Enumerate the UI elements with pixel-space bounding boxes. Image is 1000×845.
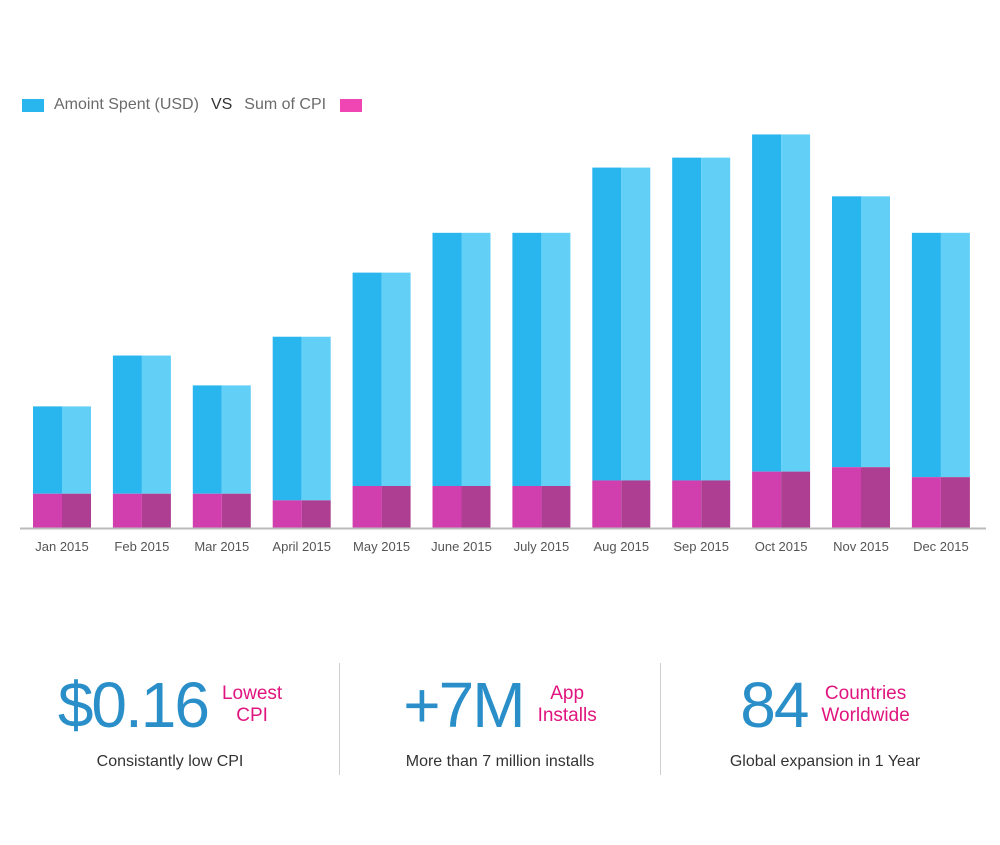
bar-cpi — [541, 485, 571, 528]
bar-amount — [381, 272, 411, 486]
stat-label-line1: Countries — [824, 683, 907, 704]
stat-label-line1: App — [550, 683, 585, 704]
bar-cpi — [832, 467, 861, 528]
stat-label-line2: CPI — [236, 705, 268, 726]
bar-amount — [621, 167, 651, 481]
bar-amount — [861, 196, 890, 468]
stat-description: Consistantly low CPI — [96, 753, 244, 770]
stat-number: +7M — [403, 669, 525, 741]
bar-cpi — [911, 477, 941, 528]
bar-cpi — [781, 471, 811, 528]
bar-amount — [192, 385, 222, 494]
stat-label-line2: Worldwide — [821, 705, 910, 726]
x-tick-label: Dec 2015 — [913, 539, 969, 554]
bar-amount — [752, 134, 782, 472]
x-tick-label: Aug 2015 — [593, 539, 649, 554]
x-tick-label: May 2015 — [353, 539, 410, 554]
bar-amount — [512, 232, 542, 486]
bar-cpi — [512, 485, 542, 528]
bar-cpi — [272, 500, 302, 528]
x-tick-label: Jan 2015 — [35, 539, 89, 554]
bar-cpi — [940, 477, 970, 528]
legend-swatch-cpi — [340, 98, 363, 112]
x-tick-label: Sep 2015 — [673, 539, 729, 554]
bar-amount — [141, 355, 171, 494]
bar-amount — [432, 232, 462, 486]
stat-cpi: $0.16 Lowest CPI Consistantly low CPI — [0, 655, 340, 780]
bar-cpi — [861, 467, 890, 528]
x-tick-label: Nov 2015 — [833, 539, 889, 554]
bar-cpi — [62, 493, 91, 528]
bar-amount — [301, 336, 331, 501]
bar-amount — [221, 385, 251, 494]
bar-cpi — [381, 485, 411, 528]
bar-cpi — [301, 500, 331, 528]
legend-label-amount: Amoint Spent (USD) — [54, 96, 199, 113]
bar-cpi — [432, 485, 462, 528]
bar-cpi — [592, 480, 622, 528]
stat-number: 84 — [740, 669, 809, 741]
legend-vs: VS — [210, 96, 233, 113]
chart-legend: Amoint Spent (USD) VS Sum of CPI — [22, 94, 363, 116]
bar-cpi — [352, 485, 382, 528]
bar-amount — [701, 157, 731, 481]
bar-amount — [352, 272, 382, 486]
bar-amount — [112, 355, 142, 494]
stat-number: $0.16 — [57, 669, 210, 741]
bar-amount — [781, 134, 811, 472]
stat-installs: +7M App Installs More than 7 million ins… — [340, 655, 660, 780]
stat-label: App Installs — [538, 683, 597, 727]
bar-amount — [832, 196, 861, 468]
bar-cpi — [141, 493, 171, 528]
legend-swatch-amount — [22, 98, 44, 112]
bar-amount — [911, 232, 941, 478]
stat-divider — [660, 663, 661, 775]
bar-cpi — [672, 480, 702, 528]
x-tick-label: June 2015 — [431, 539, 492, 554]
bar-cpi — [33, 493, 62, 528]
bar-cpi — [701, 480, 731, 528]
bar-amount — [272, 336, 302, 501]
stats-row: $0.16 Lowest CPI Consistantly low CPI +7… — [0, 655, 1000, 780]
x-tick-label: April 2015 — [272, 539, 331, 554]
stat-label-line1: Lowest — [221, 683, 283, 704]
x-tick-label: Mar 2015 — [194, 539, 249, 554]
stat-countries: 84 Countries Worldwide Global expansion … — [661, 655, 989, 780]
bar-amount — [592, 167, 622, 481]
bar-amount — [940, 232, 970, 478]
bar-cpi — [192, 493, 222, 528]
bar-amount — [62, 406, 91, 494]
bar-amount — [461, 232, 491, 486]
stat-description: More than 7 million installs — [405, 753, 595, 770]
stat-label: Lowest CPI — [222, 683, 282, 727]
bar-cpi — [112, 493, 142, 528]
bar-chart: Jan 2015 Feb 2015 Mar 2015 April 2015 May 20… — [20, 134, 986, 554]
x-tick-label: July 2015 — [514, 539, 570, 554]
bar-cpi — [461, 485, 491, 528]
stat-label-line2: Installs — [537, 705, 597, 726]
bar-amount — [672, 157, 702, 481]
stat-label: Countries Worldwide — [821, 683, 909, 727]
bar-amount — [33, 406, 62, 494]
bar-cpi — [752, 471, 782, 528]
legend-label-cpi: Sum of CPI — [244, 96, 327, 113]
bar-cpi — [621, 480, 651, 528]
bar-amount — [541, 232, 571, 486]
stat-description: Global expansion in 1 Year — [729, 753, 921, 770]
stat-divider — [339, 663, 340, 775]
x-tick-label: Feb 2015 — [114, 539, 169, 554]
x-tick-label: Oct 2015 — [755, 539, 808, 554]
bar-cpi — [221, 493, 251, 528]
